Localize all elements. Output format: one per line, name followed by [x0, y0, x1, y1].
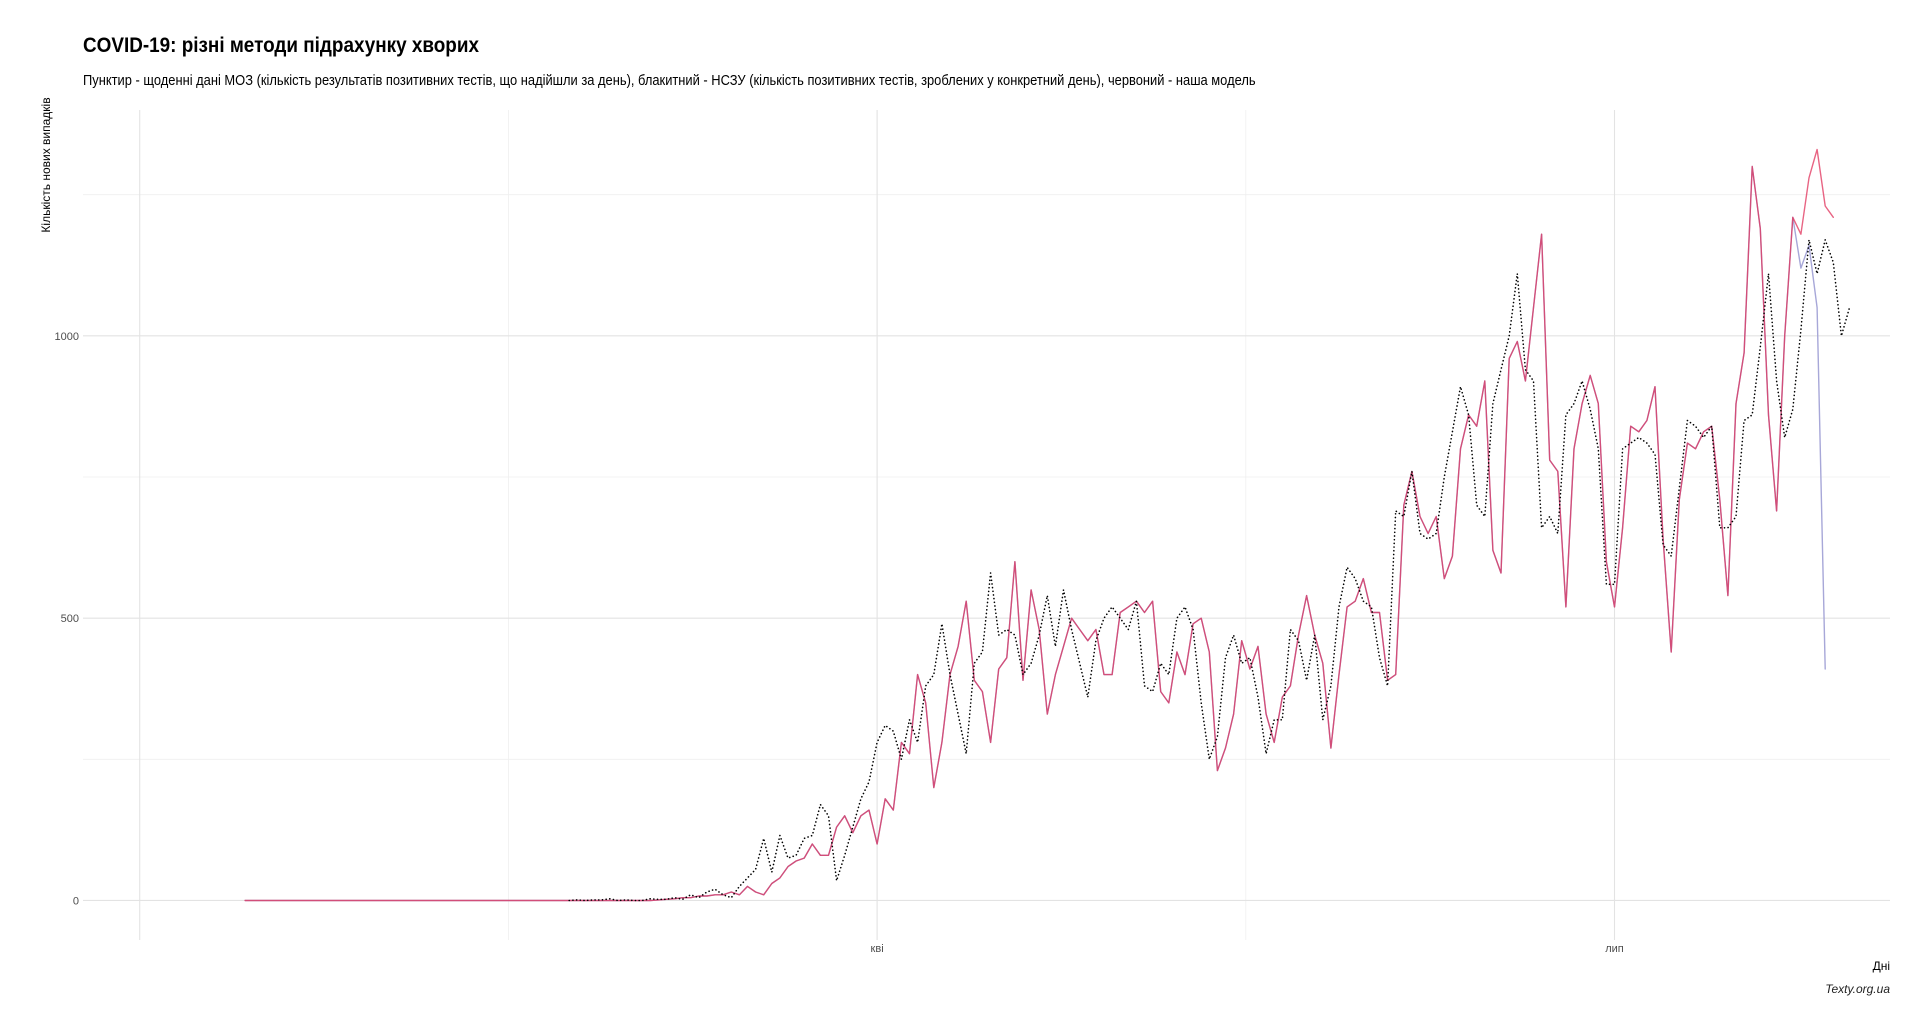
chart-caption: Texty.org.ua [1825, 982, 1890, 996]
series-layer [244, 148, 1851, 902]
y-axis-label: Кількість нових випадків [39, 97, 53, 232]
series-line-model [244, 148, 1835, 902]
chart-title: COVID-19: різні методи підрахунку хворих [83, 34, 479, 57]
y-tick-label: 0 [73, 895, 79, 907]
x-tick-label: кві [871, 943, 884, 955]
series-line-nszu [244, 165, 1826, 902]
minor-gridlines [83, 110, 1890, 940]
x-axis-label: Дні [1873, 959, 1890, 973]
major-gridlines [83, 110, 1890, 940]
x-tick-label: лип [1605, 943, 1624, 955]
chart-subtitle: Пунктир - щоденні дані МОЗ (кількість ре… [83, 72, 1256, 89]
tick-labels: 0 500 1000 кві лип [55, 331, 1624, 955]
y-tick-label: 1000 [55, 331, 79, 343]
series-line-moz [568, 239, 1851, 902]
y-tick-label: 500 [61, 613, 79, 625]
